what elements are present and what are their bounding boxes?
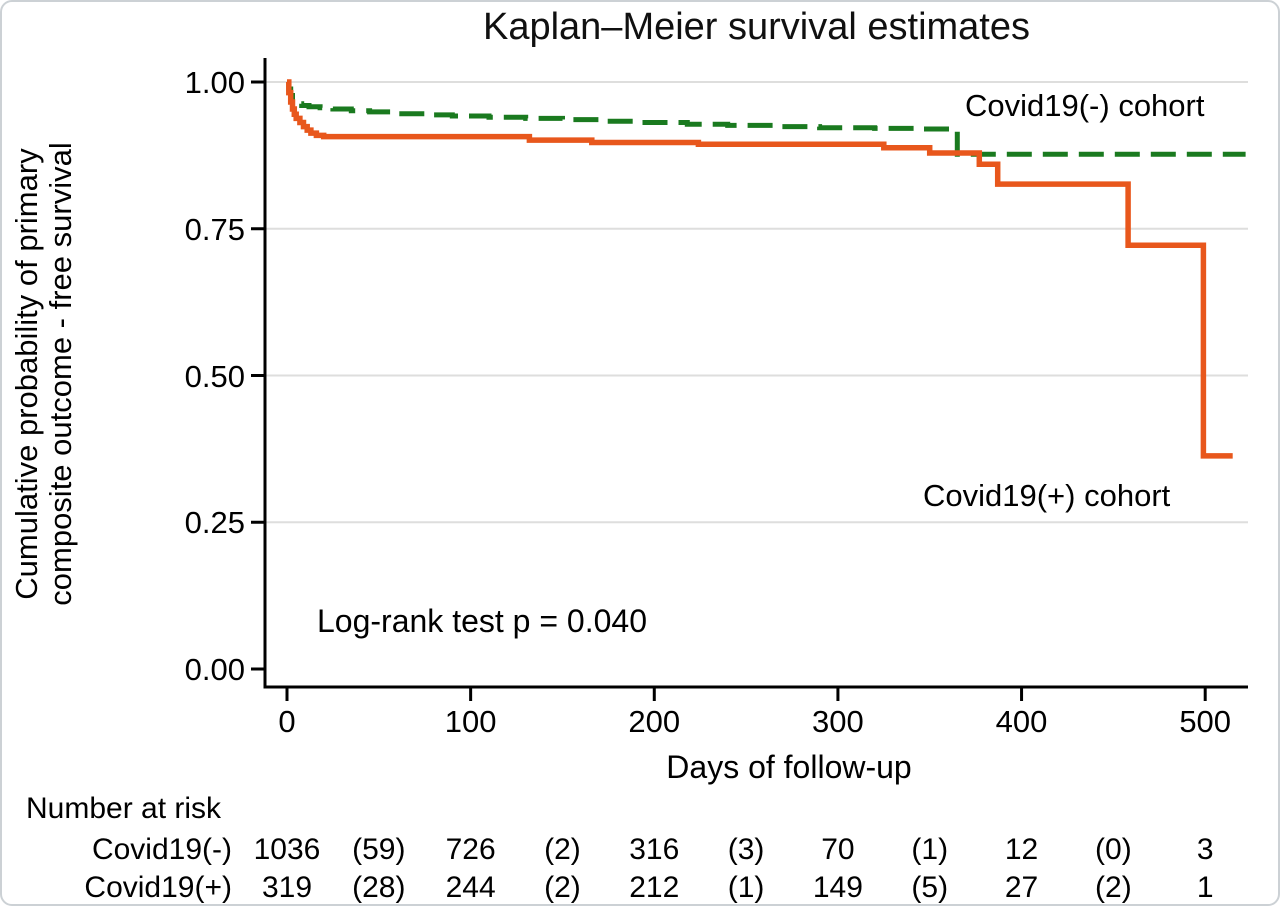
risk-value: (2) xyxy=(544,871,581,904)
risk-value: 12 xyxy=(1004,833,1039,866)
risk-value: (2) xyxy=(544,833,581,866)
x-tick-label: 500 xyxy=(1179,704,1232,739)
axes xyxy=(251,58,1248,701)
y-tick-label: 1.00 xyxy=(184,65,245,100)
x-tick-label: 400 xyxy=(995,704,1048,739)
risk-value: (3) xyxy=(727,833,765,866)
risk-row-label-covid-positive: Covid19(+) xyxy=(84,871,232,904)
risk-value: 149 xyxy=(812,871,863,904)
covid-positive-curve xyxy=(286,79,1233,459)
risk-value: (2) xyxy=(1095,871,1132,904)
logrank-test-annotation: Log-rank test p = 0.040 xyxy=(317,603,647,639)
y-tick-label: 0.00 xyxy=(184,652,245,687)
x-tick-label: 0 xyxy=(278,704,296,739)
risk-value: (1) xyxy=(727,871,765,904)
covid-positive-cohort-label: Covid19(+) cohort xyxy=(923,478,1171,513)
y-tick-label: 0.50 xyxy=(184,358,245,394)
x-tick-label: 300 xyxy=(812,704,864,739)
risk-value: 27 xyxy=(1004,871,1039,904)
covid-negative-curve xyxy=(286,79,1246,157)
risk-table-heading: Number at risk xyxy=(26,792,222,825)
y-tick-label: 0.75 xyxy=(184,211,245,247)
risk-row-label-covid-negative: Covid19(-) xyxy=(91,833,232,866)
risk-value: 212 xyxy=(629,871,680,904)
x-tick-label: 100 xyxy=(444,704,497,739)
risk-value: (28) xyxy=(352,871,406,904)
risk-value: 726 xyxy=(445,833,496,866)
x-tick-label: 200 xyxy=(628,704,681,739)
risk-value: (0) xyxy=(1095,833,1132,866)
risk-value: 316 xyxy=(629,833,680,866)
chart-title: Kaplan–Meier survival estimates xyxy=(482,6,1030,48)
y-tick-label: 0.25 xyxy=(184,505,245,541)
risk-value: (1) xyxy=(911,833,949,866)
risk-value: 3 xyxy=(1196,833,1214,866)
x-axis-title: Days of follow-up xyxy=(666,749,912,785)
risk-value: 70 xyxy=(821,833,855,866)
risk-value: (5) xyxy=(911,871,949,904)
risk-value: 1036 xyxy=(253,833,321,866)
risk-value: (59) xyxy=(352,833,406,866)
covid-negative-cohort-label: Covid19(-) cohort xyxy=(965,88,1205,123)
risk-value: 1 xyxy=(1196,871,1214,904)
gridlines xyxy=(265,81,1248,524)
risk-value: 244 xyxy=(445,871,496,904)
survival-curves xyxy=(286,79,1246,459)
risk-value: 319 xyxy=(261,871,313,904)
